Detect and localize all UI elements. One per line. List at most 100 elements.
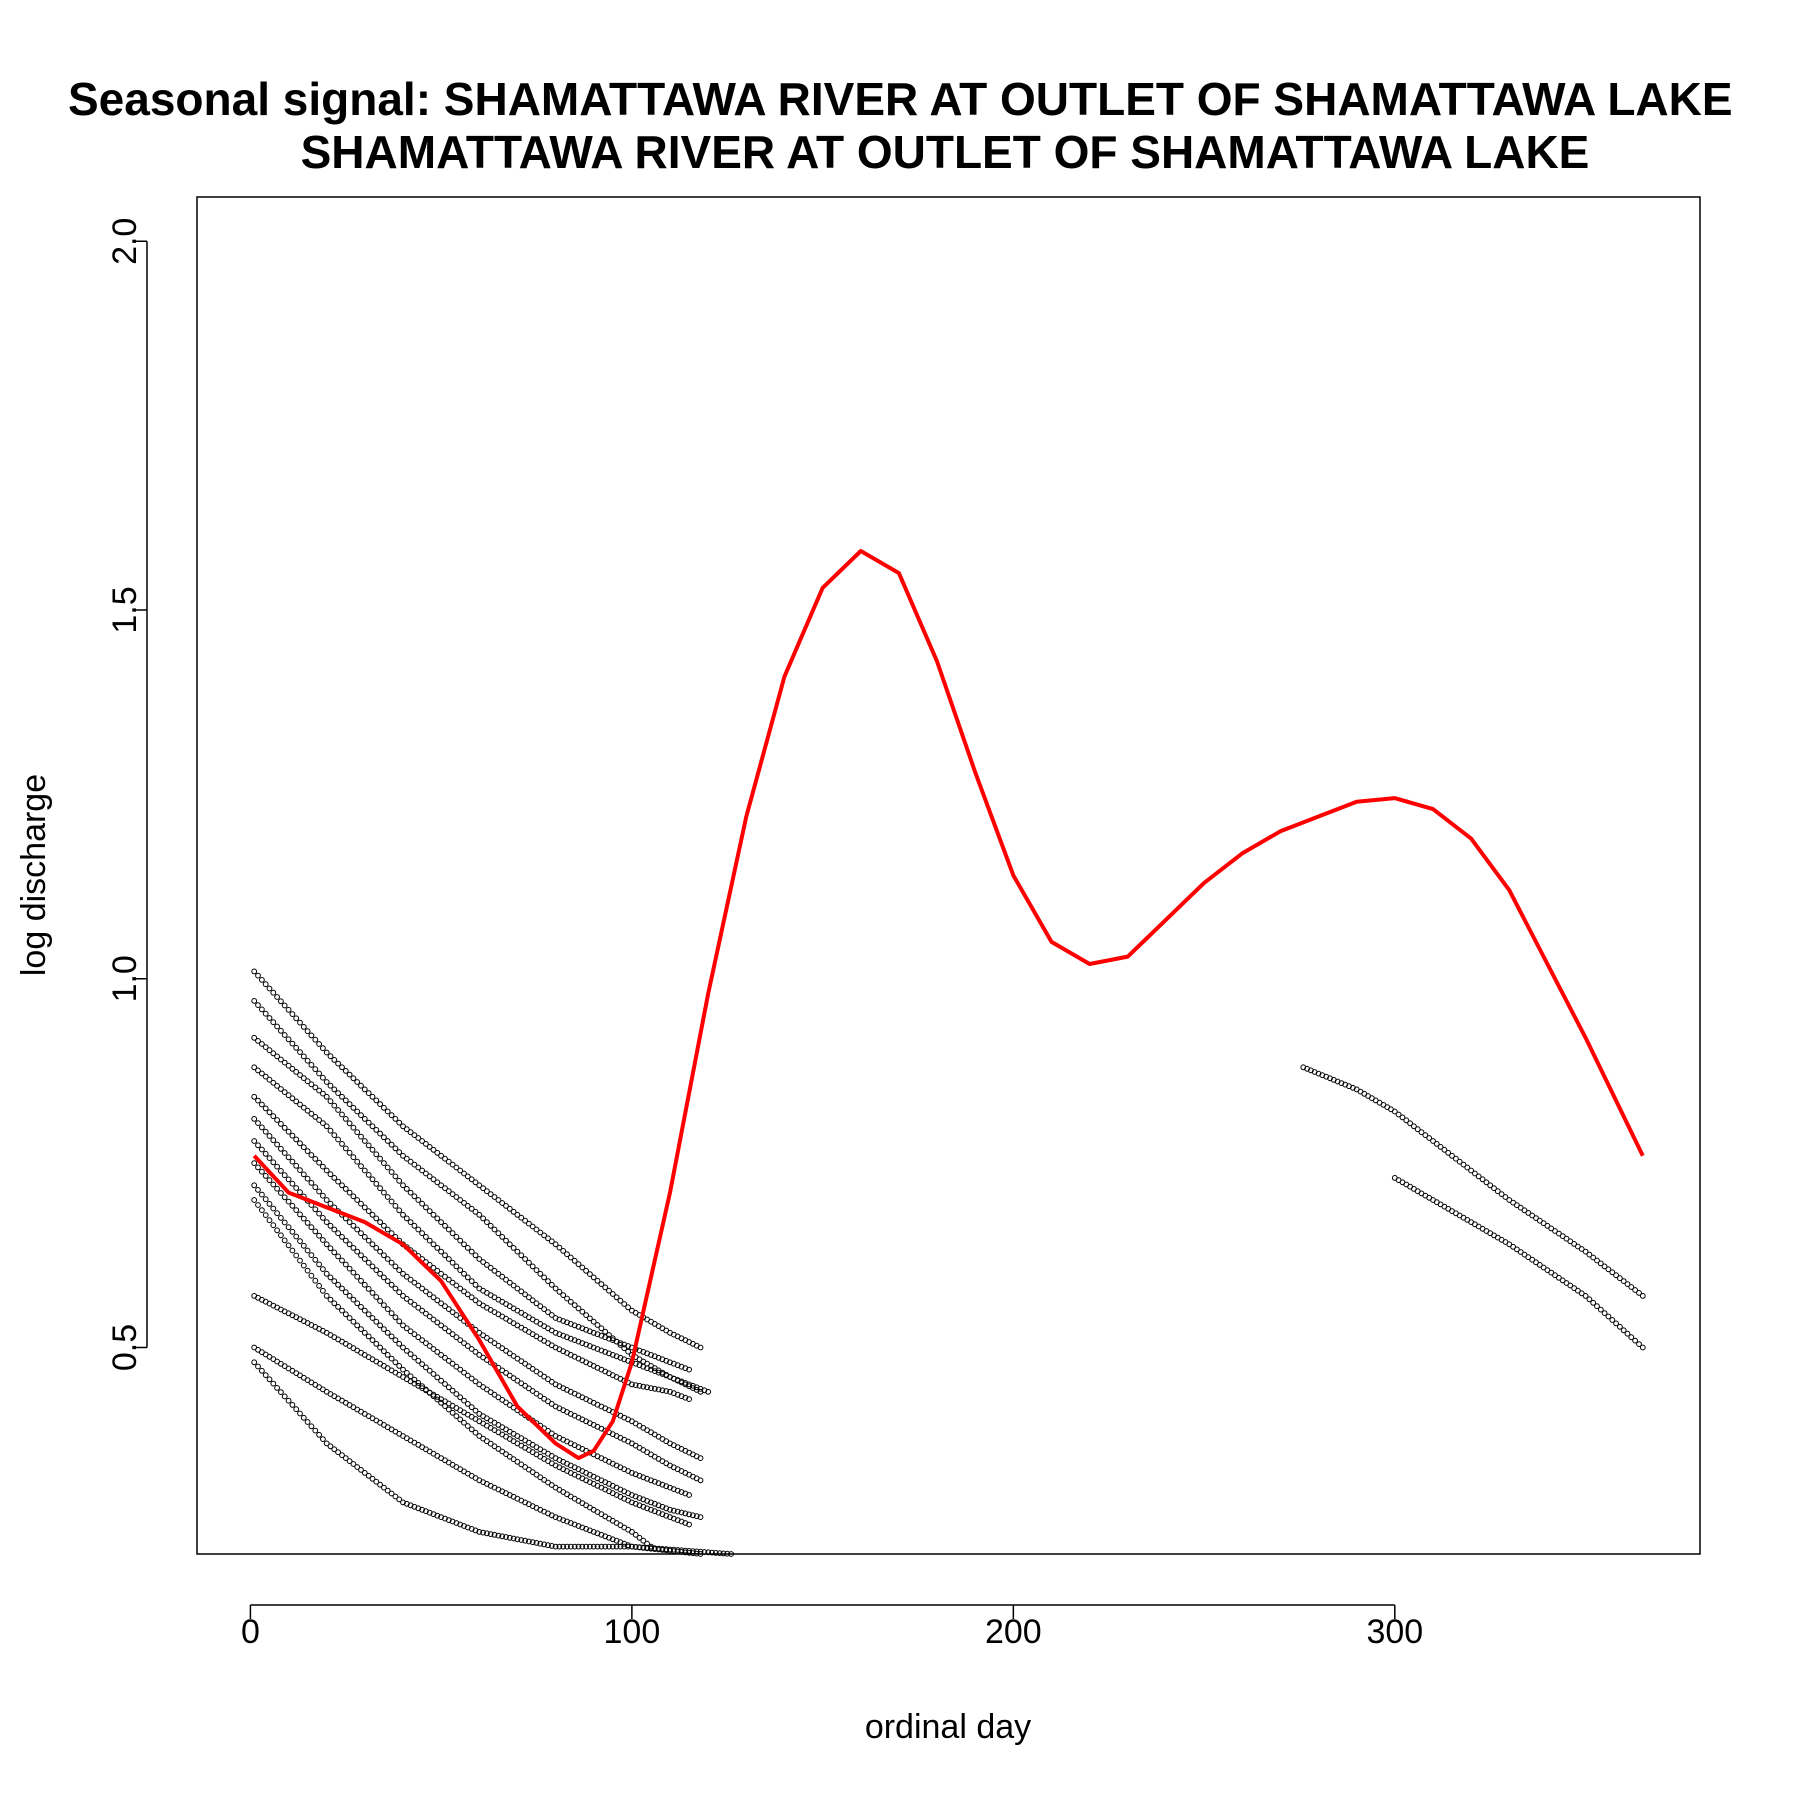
data-point <box>1609 1317 1616 1323</box>
y-tick-label: 1.5 <box>106 586 144 633</box>
data-point <box>373 1151 380 1158</box>
data-point <box>449 1387 456 1394</box>
data-point <box>323 1293 330 1299</box>
data-point <box>403 1215 410 1222</box>
data-point <box>468 1404 475 1411</box>
data-point <box>648 1352 654 1358</box>
data-point <box>297 1101 303 1108</box>
data-point <box>327 1171 334 1178</box>
data-point <box>396 1340 403 1347</box>
data-point <box>442 1222 448 1229</box>
data-point <box>304 1078 311 1085</box>
data-point <box>388 1281 395 1288</box>
data-point <box>278 1190 284 1196</box>
data-point <box>1540 1220 1547 1227</box>
data-point <box>281 1032 288 1038</box>
data-point <box>304 1175 311 1182</box>
data-point <box>621 1543 628 1550</box>
data-point <box>304 1107 311 1114</box>
data-point <box>667 1388 673 1395</box>
data-point <box>369 1290 376 1296</box>
data-point <box>663 1388 670 1394</box>
data-point <box>587 1543 593 1550</box>
data-point <box>506 1534 513 1541</box>
data-point <box>476 1433 483 1439</box>
data-point <box>548 1378 555 1385</box>
data-point <box>438 1248 445 1255</box>
data-point <box>1479 1176 1486 1183</box>
data-point <box>400 1499 406 1506</box>
data-point <box>423 1310 429 1317</box>
data-point <box>1639 1344 1646 1351</box>
data-point <box>442 1185 448 1192</box>
data-point <box>663 1483 670 1490</box>
data-point <box>297 1049 303 1055</box>
data-point <box>648 1477 654 1484</box>
data-point <box>457 1416 464 1423</box>
data-point <box>274 1163 281 1170</box>
data-point <box>461 1241 467 1248</box>
data-point <box>373 1215 380 1222</box>
data-point <box>255 1120 261 1126</box>
data-point <box>327 1222 334 1229</box>
data-point <box>350 1124 357 1131</box>
data-point <box>1533 1259 1539 1266</box>
data-point <box>1445 1149 1452 1156</box>
data-point <box>358 1082 364 1089</box>
data-point <box>316 1232 323 1239</box>
data-point <box>1597 1260 1604 1267</box>
data-point <box>697 1344 704 1351</box>
data-point <box>342 1237 349 1244</box>
data-point <box>1464 1164 1471 1171</box>
data-point <box>407 1158 414 1165</box>
data-point <box>464 1203 471 1209</box>
data-point <box>1594 1257 1600 1264</box>
data-point <box>377 1185 384 1192</box>
data-point <box>430 1211 437 1218</box>
data-point <box>316 1117 323 1123</box>
data-point <box>312 1084 319 1091</box>
data-point <box>670 1546 677 1553</box>
data-point <box>396 1318 403 1325</box>
data-point <box>453 1234 460 1240</box>
data-point <box>453 1363 460 1370</box>
data-point <box>541 1541 547 1548</box>
data-point <box>434 1349 441 1355</box>
data-point <box>484 1386 490 1393</box>
data-point <box>415 1226 422 1233</box>
data-point <box>510 1245 517 1251</box>
data-point <box>270 1205 277 1212</box>
data-point <box>297 1238 303 1244</box>
data-point <box>419 1337 426 1343</box>
data-point <box>575 1261 582 1268</box>
data-point <box>693 1548 700 1555</box>
data-point <box>262 1196 269 1203</box>
data-point <box>342 1097 349 1104</box>
data-point <box>323 1049 330 1056</box>
data-point <box>457 1315 464 1321</box>
data-point <box>350 1075 357 1082</box>
data-point <box>468 1278 475 1284</box>
data-point <box>510 1535 517 1542</box>
data-point <box>476 1182 483 1189</box>
data-point <box>339 1111 345 1118</box>
data-point <box>1636 1290 1642 1296</box>
data-point <box>369 1315 376 1321</box>
data-point <box>476 1256 483 1262</box>
data-point <box>594 1277 601 1284</box>
data-point <box>487 1389 494 1395</box>
data-point <box>476 1211 483 1218</box>
data-point <box>400 1344 406 1351</box>
data-point <box>541 1232 547 1239</box>
data-point <box>495 1532 502 1539</box>
data-point <box>529 1366 536 1372</box>
data-point <box>712 1550 719 1556</box>
data-point <box>415 1282 422 1289</box>
data-point <box>579 1264 586 1271</box>
data-point <box>403 1370 410 1376</box>
data-point <box>423 1234 429 1240</box>
data-point <box>373 1340 380 1347</box>
data-point <box>289 1132 296 1139</box>
data-point <box>678 1509 685 1516</box>
data-point <box>281 1219 288 1226</box>
